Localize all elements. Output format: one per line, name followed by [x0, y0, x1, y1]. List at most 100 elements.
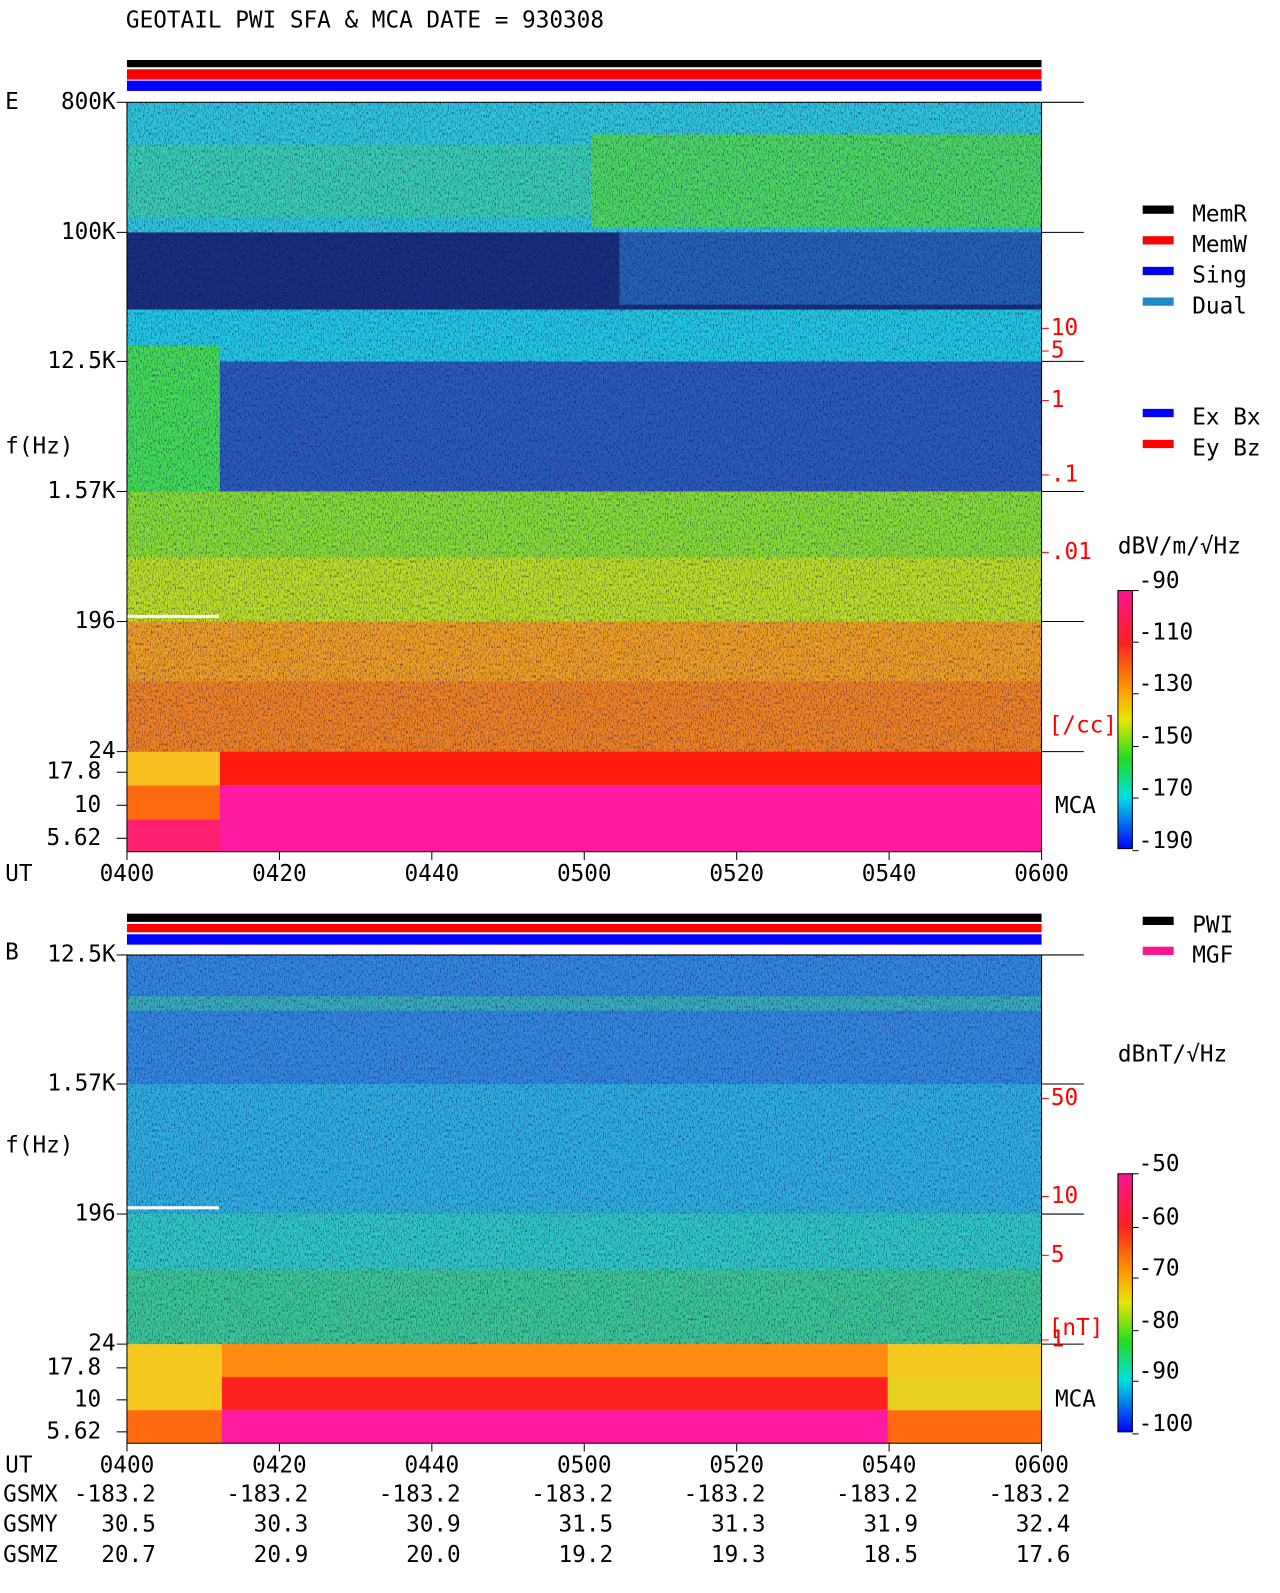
- orbit-value: 30.5: [101, 1511, 156, 1537]
- status-bar: [126, 69, 1042, 80]
- side-scale-label: 1: [1051, 387, 1065, 413]
- colorbar-tick-label: -60: [1139, 1205, 1180, 1231]
- legend-swatch: [1142, 297, 1174, 306]
- x-tick-label: 0420: [252, 861, 307, 887]
- status-bar: [126, 913, 1042, 922]
- mca-tick-label: 17.8: [47, 759, 102, 785]
- side-scale-label: 10: [1051, 315, 1078, 341]
- legend-label: Ey Bz: [1192, 436, 1260, 462]
- panel-label: B: [5, 939, 19, 965]
- legend-swatch: [1142, 408, 1174, 418]
- x-tick-label: 0500: [557, 861, 612, 887]
- colorbar-tick-label: -130: [1139, 671, 1194, 697]
- legend-label: MGF: [1192, 942, 1233, 968]
- x-tick-label: 0400: [100, 1452, 155, 1478]
- orbit-value: -183.2: [988, 1481, 1070, 1507]
- colorbar-tick-label: -90: [1139, 568, 1180, 594]
- legend-label: MemW: [1192, 232, 1247, 258]
- colorbar-tick-label: -110: [1139, 619, 1194, 645]
- y-tick-label: 12.5K: [47, 941, 116, 967]
- orbit-value: 20.0: [406, 1542, 461, 1568]
- legend-swatch: [1142, 266, 1174, 276]
- y-tick-label: 196: [75, 1201, 116, 1227]
- x-tick-label: 0540: [862, 861, 917, 887]
- colorbar-unit: dBV/m/√Hz: [1118, 534, 1241, 560]
- side-scale-label: 50: [1051, 1085, 1078, 1111]
- title: GEOTAIL PWI SFA & MCA DATE = 930308: [126, 7, 604, 33]
- mca-label: MCA: [1055, 1386, 1096, 1412]
- panel-label: E: [5, 89, 19, 115]
- x-tick-label: 0420: [252, 1452, 307, 1478]
- orbit-value: 31.3: [711, 1511, 766, 1537]
- legend-label: Sing: [1192, 263, 1247, 289]
- status-bar: [126, 934, 1042, 945]
- side-scale-label: 5: [1051, 338, 1065, 364]
- side-scale-unit: [/cc]: [1049, 712, 1117, 738]
- legend-swatch: [1142, 205, 1174, 214]
- side-scale-label: .01: [1051, 539, 1092, 565]
- orbit-label: GSMX: [3, 1481, 58, 1507]
- side-scale-label: 1: [1051, 1326, 1065, 1352]
- colorbar-tick-label: -80: [1139, 1308, 1180, 1334]
- orbit-value: 30.9: [406, 1511, 461, 1537]
- spectrogram-images: [126, 102, 1042, 1444]
- y-tick-label: 1.57K: [47, 1070, 116, 1096]
- orbit-value: -183.2: [226, 1481, 308, 1507]
- status-bar: [126, 923, 1042, 933]
- x-tick-label: 0500: [557, 1452, 612, 1478]
- y-tick-label: 24: [88, 1331, 115, 1357]
- mca-tick-label: 10: [74, 792, 101, 818]
- legend-label: PWI: [1192, 913, 1233, 939]
- side-scale-label: 10: [1051, 1183, 1078, 1209]
- legend-swatch: [1142, 236, 1174, 245]
- orbit-value: -183.2: [684, 1481, 766, 1507]
- status-bar: [126, 59, 1042, 68]
- colorbar: [1117, 590, 1133, 850]
- y-axis-label: f(Hz): [5, 434, 73, 460]
- colorbar-tick-label: -100: [1139, 1411, 1194, 1437]
- y-tick-label: 1.57K: [47, 478, 116, 504]
- y-tick-label: 800K: [61, 89, 116, 115]
- x-tick-label: 0400: [100, 861, 155, 887]
- mca-tick-label: 10: [74, 1386, 101, 1412]
- x-axis-label: UT: [5, 861, 33, 887]
- orbit-label: GSMZ: [3, 1542, 58, 1568]
- mca-tick-label: 17.8: [47, 1354, 102, 1380]
- orbit-value: 30.3: [254, 1511, 309, 1537]
- x-tick-label: 0600: [1014, 1452, 1069, 1478]
- y-axis-label: f(Hz): [5, 1132, 73, 1158]
- orbit-value: -183.2: [74, 1481, 156, 1507]
- orbit-value: 31.5: [559, 1511, 614, 1537]
- orbit-label: GSMY: [3, 1511, 58, 1537]
- y-tick-label: 24: [88, 738, 115, 764]
- mca-tick-label: 5.62: [47, 1418, 102, 1444]
- orbit-value: 32.4: [1016, 1511, 1071, 1537]
- x-tick-label: 0540: [862, 1452, 917, 1478]
- orbit-value: 18.5: [863, 1542, 918, 1568]
- x-axis-label: UT: [5, 1452, 33, 1478]
- orbit-value: 19.2: [559, 1542, 614, 1568]
- legend-label: Dual: [1192, 293, 1247, 319]
- x-tick-label: 0600: [1014, 861, 1069, 887]
- colorbar-tick-label: -90: [1139, 1358, 1180, 1384]
- orbit-value: -183.2: [531, 1481, 613, 1507]
- colorbar: [1117, 1173, 1133, 1433]
- side-scale-unit: [nT]: [1049, 1315, 1104, 1341]
- x-tick-label: 0440: [405, 1452, 460, 1478]
- legend-swatch: [1142, 439, 1174, 449]
- colorbar-tick-label: -70: [1139, 1255, 1180, 1281]
- mca-tick-label: 5.62: [47, 825, 102, 851]
- legend-swatch: [1142, 916, 1174, 926]
- y-tick-label: 12.5K: [47, 348, 116, 374]
- x-tick-label: 0520: [709, 1452, 764, 1478]
- y-tick-label: 100K: [61, 219, 116, 245]
- x-tick-label: 0520: [709, 861, 764, 887]
- legend-label: MemR: [1192, 201, 1247, 227]
- orbit-value: 31.9: [863, 1511, 918, 1537]
- orbit-value: -183.2: [379, 1481, 461, 1507]
- orbit-value: 17.6: [1016, 1542, 1071, 1568]
- legend-swatch: [1142, 946, 1174, 955]
- colorbar-tick-label: -190: [1139, 828, 1194, 854]
- orbit-value: -183.2: [836, 1481, 918, 1507]
